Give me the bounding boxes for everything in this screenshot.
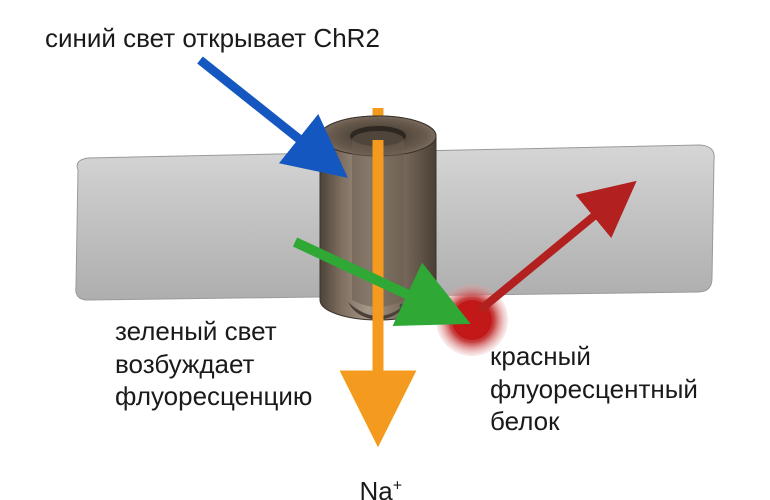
na-text: Na	[359, 476, 392, 500]
diagram-stage: { "canvas": { "width": 770, "height": 50…	[0, 0, 770, 500]
label-top: синий свет открывает ChR2	[45, 22, 380, 55]
label-right: красный флуоресцентный белок	[490, 340, 698, 438]
label-na: Na+	[345, 442, 402, 500]
label-left: зеленый свет возбуждает флуоресценцию	[115, 315, 312, 413]
blue-arrow	[200, 60, 338, 170]
na-sup: +	[393, 477, 402, 494]
